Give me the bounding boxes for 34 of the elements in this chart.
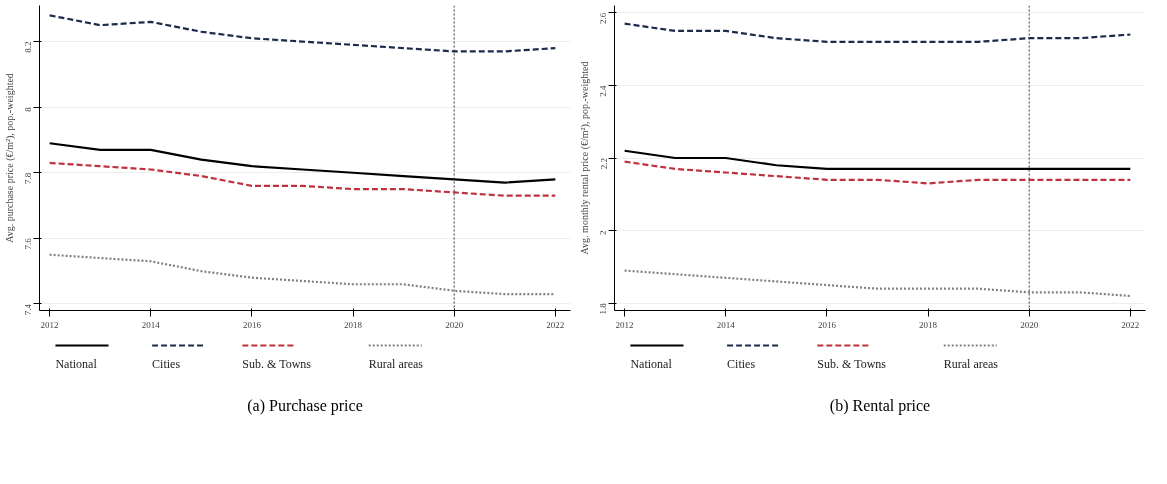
y-axis-title: Avg. purchase price (€/m²), pop.-weighted xyxy=(3,73,16,243)
x-tick-label: 2022 xyxy=(1121,319,1140,330)
x-tick-label: 2020 xyxy=(1020,319,1039,330)
text: (b) Rental price xyxy=(829,397,931,415)
x-tick-label: 2012 xyxy=(40,319,59,330)
legend-label: National xyxy=(55,356,98,371)
legend-label: Sub. & Towns xyxy=(817,356,887,371)
y-tick-label: 1.8 xyxy=(598,302,609,315)
y-tick-label: 7.8 xyxy=(23,172,34,185)
y-tick-label: 7.6 xyxy=(23,237,34,250)
x-tick-label: 2012 xyxy=(615,319,634,330)
x-tick-label: 2016 xyxy=(242,319,262,330)
y-tick-label: 2.4 xyxy=(598,84,609,97)
legend-label: Sub. & Towns xyxy=(242,356,312,371)
x-tick-label: 2014 xyxy=(141,319,161,330)
x-tick-label: 2016 xyxy=(817,319,837,330)
legend-label: National xyxy=(630,356,673,371)
y-tick-label: 8.2 xyxy=(23,41,34,53)
y-tick-label: 8 xyxy=(23,106,34,112)
legend-label: Rural areas xyxy=(943,356,999,371)
text: (a) Purchase price xyxy=(247,397,363,415)
legend-label: Cities xyxy=(727,356,756,371)
x-tick-label: 2020 xyxy=(445,319,464,330)
x-tick-label: 2022 xyxy=(546,319,565,330)
x-tick-label: 2018 xyxy=(344,319,363,330)
y-tick-label: 2.6 xyxy=(598,12,609,25)
y-tick-label: 2 xyxy=(598,230,609,236)
x-tick-label: 2018 xyxy=(919,319,938,330)
legend-label: Rural areas xyxy=(368,356,424,371)
y-tick-label: 7.4 xyxy=(23,303,34,316)
x-tick-label: 2014 xyxy=(716,319,736,330)
legend-label: Cities xyxy=(152,356,181,371)
y-tick-label: 2.2 xyxy=(598,158,609,170)
y-axis-title: Avg. monthly rental price (€/m²), pop.-weighted xyxy=(578,61,591,255)
